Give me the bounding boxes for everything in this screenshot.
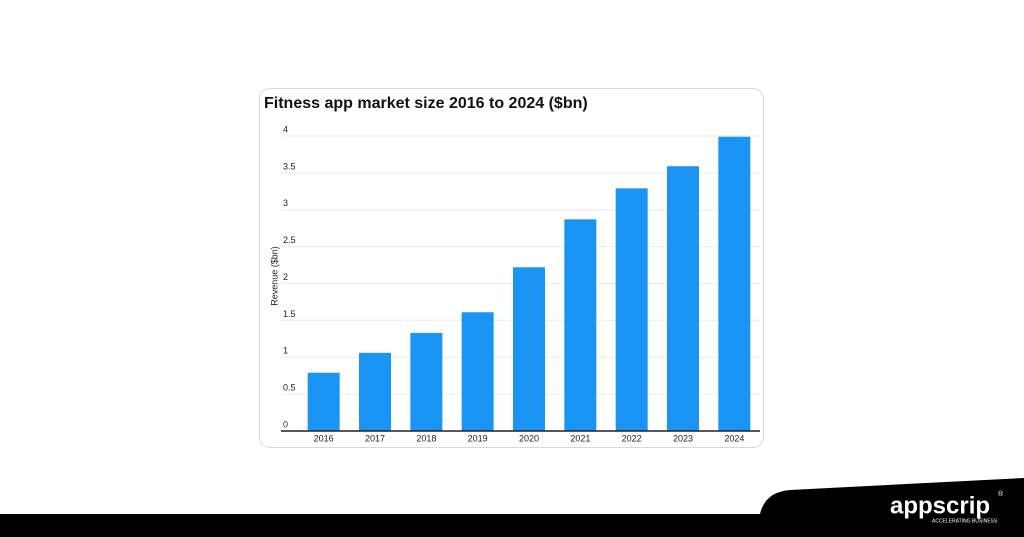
y-tick-label: 1 [283, 346, 288, 356]
x-tick-label: 2019 [468, 433, 488, 443]
x-tick-label: 2021 [570, 433, 590, 443]
bar [307, 372, 340, 431]
x-tick-label: 2020 [519, 433, 539, 443]
y-tick-label: 0.5 [283, 383, 296, 393]
footer-band [0, 478, 1024, 537]
y-tick-label: 1.5 [283, 309, 296, 319]
x-tick-label: 2016 [314, 433, 334, 443]
bar [718, 136, 751, 432]
plot: 0 0.5 1 1.5 2 2.5 3 3.5 4 2016 2017 2018 2019 2020 202… [281, 124, 760, 443]
bar [359, 352, 391, 431]
x-tick-label: 2022 [622, 433, 642, 443]
logo-tagline: ACCELERATING BUSINESS [932, 518, 998, 524]
y-axis-label: Revenue ($bn) [269, 246, 279, 306]
logo-name: appscrip [890, 492, 990, 519]
y-tick-label: 2 [283, 272, 288, 282]
y-tick-label: 4 [283, 124, 288, 134]
x-tick-label: 2023 [673, 433, 693, 443]
y-tick-label: 3.5 [283, 161, 296, 171]
y-tick-label: 3 [283, 198, 288, 208]
y-tick-label: 0 [283, 419, 288, 429]
bar [461, 312, 494, 431]
bar [410, 332, 443, 431]
x-tick-label: 2017 [365, 433, 385, 443]
bar [564, 219, 597, 431]
x-tick-label: 2024 [724, 433, 744, 443]
bar [513, 267, 545, 431]
bar [667, 166, 699, 432]
bar [615, 188, 648, 431]
chart-title: Fitness app market size 2016 to 2024 ($b… [264, 95, 588, 112]
x-tick-label: 2018 [416, 433, 436, 443]
logo-mark: ® [998, 490, 1004, 498]
y-tick-label: 2.5 [283, 235, 296, 245]
